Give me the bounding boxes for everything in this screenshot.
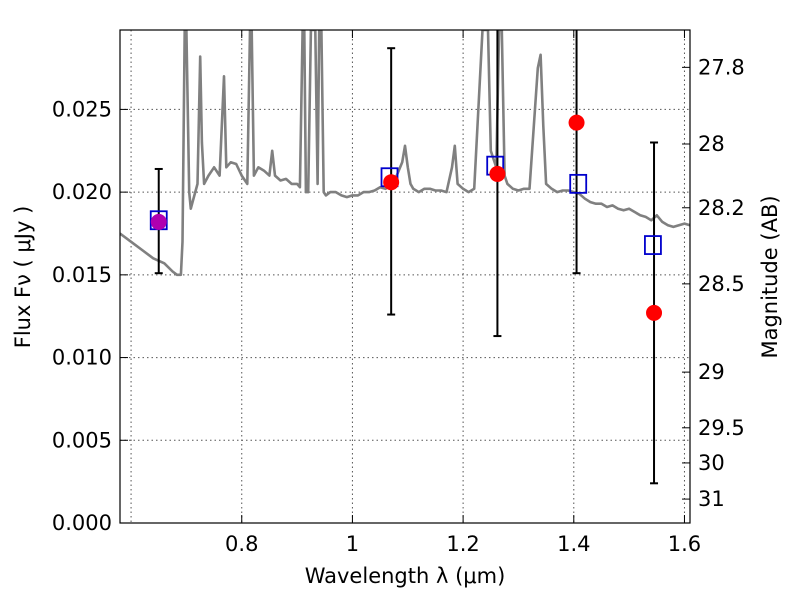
y-tick-label: 0.020 (52, 180, 112, 204)
model-spectrum-layer (120, 30, 690, 277)
magnitude-axis: 27.8 28 28.2 28.5 29 29.5 30 31 (682, 55, 745, 511)
observed-flux-point (489, 165, 506, 182)
errorbar-layer (154, 30, 659, 485)
model-photometry-square (569, 173, 588, 194)
observed-flux-point (646, 304, 663, 321)
x-axis-label: Wavelength λ (μm) (305, 564, 506, 588)
x-tick-label: 1.2 (446, 532, 479, 556)
y-tick-label: 0.025 (52, 97, 112, 121)
observed-points-layer (150, 114, 663, 321)
magnitude-tick-label: 28.2 (698, 196, 745, 220)
y-axis: 0.000 0.005 0.010 0.015 0.020 0.025 (52, 97, 128, 535)
magnitude-tick-label: 27.8 (698, 55, 745, 79)
observed-flux-point (150, 213, 167, 230)
model-points-layer (149, 155, 662, 255)
y-tick-label: 0.010 (52, 346, 112, 370)
magnitude-tick-label: 28.5 (698, 272, 745, 296)
magnitude-tick-label: 29.5 (698, 416, 745, 440)
magnitude-axis-label: Magnitude (AB) (758, 195, 782, 358)
model-photometry-square (644, 235, 662, 255)
x-tick-label: 1 (346, 532, 359, 556)
magnitude-tick-label: 31 (698, 487, 725, 511)
model-spectrum-line (120, 30, 690, 277)
x-axis: 0.8 1 1.2 1.4 1.6 (225, 30, 701, 556)
magnitude-tick-label: 29 (698, 360, 725, 384)
x-tick-label: 1.6 (668, 532, 701, 556)
magnitude-tick-label: 30 (698, 451, 725, 475)
observed-flux-point (383, 174, 400, 191)
x-tick-label: 0.8 (225, 532, 258, 556)
y-tick-label: 0.000 (52, 511, 112, 535)
plot-frame (119, 29, 691, 524)
magnitude-tick-label: 28 (698, 132, 725, 156)
y-axis-label: Flux Fν ( μJy ) (11, 206, 35, 349)
observed-flux-point (568, 114, 585, 131)
x-tick-label: 1.4 (557, 532, 590, 556)
grid-lines (120, 30, 690, 523)
y-tick-label: 0.005 (52, 428, 112, 452)
y-tick-label: 0.015 (52, 263, 112, 287)
